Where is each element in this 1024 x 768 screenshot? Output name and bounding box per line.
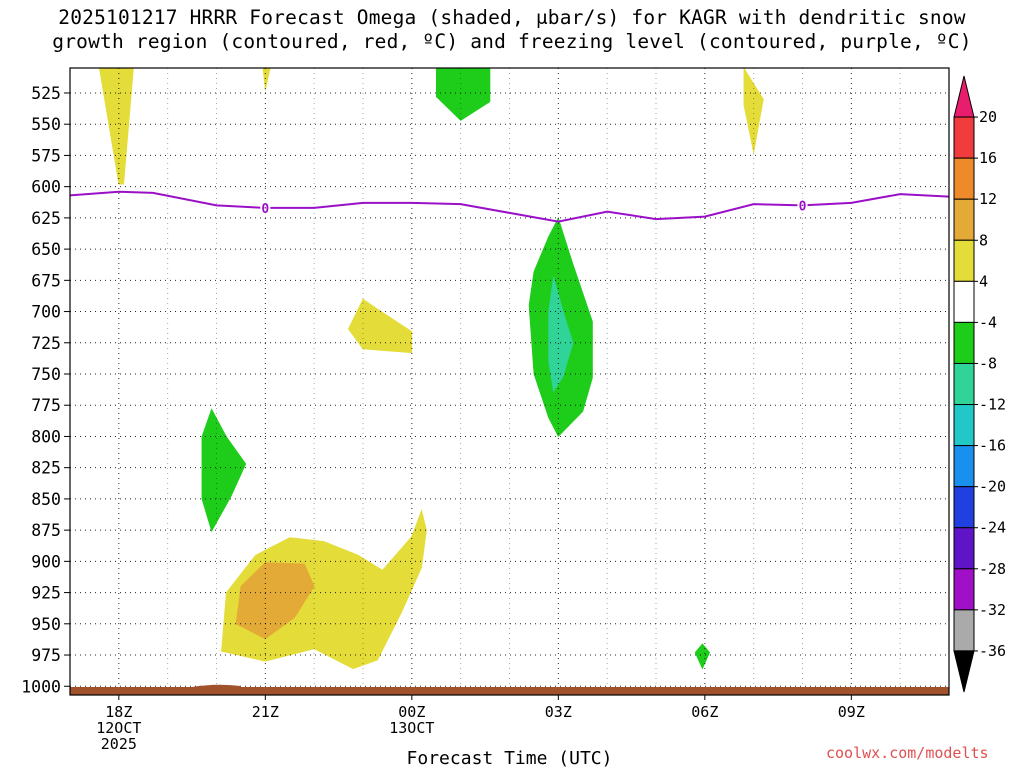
legend-swatch-4 (953, 239, 975, 282)
legend-tick-label-1: 16 (979, 149, 997, 167)
legend-tick-label-0: 20 (979, 108, 997, 126)
y-tick-label-600: 600 (31, 178, 61, 197)
x-tick-label-3-0: 21Z (252, 703, 279, 721)
legend-tick-label-11: -28 (979, 560, 1006, 578)
x-tick-label-12-0: 06Z (691, 703, 718, 721)
x-tick-label-9-0: 03Z (545, 703, 572, 721)
legend-swatch-8 (953, 404, 975, 447)
y-tick-label-525: 525 (31, 84, 61, 103)
legend-swatch-0 (953, 75, 975, 118)
y-tick-label-775: 775 (31, 396, 61, 415)
y-tick-label-575: 575 (31, 146, 61, 165)
y-tick-label-700: 700 (31, 303, 61, 322)
omega-region-7 (201, 408, 247, 533)
chart-title-line-1: 2025101217 HRRR Forecast Omega (shaded, … (58, 6, 966, 29)
y-tick-label-950: 950 (31, 615, 61, 634)
omega-region-6 (347, 298, 413, 354)
legend-tick-label-10: -24 (979, 519, 1006, 537)
y-tick-label-925: 925 (31, 584, 61, 603)
y-tick-label-900: 900 (31, 552, 61, 571)
terrain-bump (192, 684, 241, 688)
x-tick-label-6-0: 00Z (398, 703, 425, 721)
legend-tick-label-4: 4 (979, 272, 988, 290)
y-tick-label-725: 725 (31, 334, 61, 353)
legend-swatch-13 (953, 609, 975, 652)
y-tick-label-675: 675 (31, 271, 61, 290)
legend-swatch-3 (953, 198, 975, 241)
legend-swatch-7 (953, 362, 975, 406)
terrain-strip (70, 687, 949, 695)
plot-frame (69, 67, 950, 696)
legend-swatch-12 (953, 568, 975, 611)
y-tick-label-550: 550 (31, 115, 61, 134)
legend-swatch-1 (953, 116, 975, 159)
y-tick-label-1000: 1000 (21, 677, 61, 696)
legend-swatch-5 (953, 280, 975, 323)
x-tick-label-0-2: 2025 (101, 735, 137, 753)
y-tick-label-825: 825 (31, 459, 61, 478)
x-tick-label-0-1: 12OCT (96, 719, 141, 737)
plot-area (70, 68, 949, 695)
x-tick-label-15-0: 09Z (838, 703, 865, 721)
legend-tick-label-6: -8 (979, 354, 997, 372)
omega-region-10 (694, 643, 711, 670)
freezing-level-label-0: 0 (261, 202, 269, 217)
legend-swatch-10 (953, 486, 975, 529)
freezing-label-bg-0 (260, 200, 271, 214)
legend-tick-label-2: 12 (979, 190, 997, 208)
y-tick-label-850: 850 (31, 490, 61, 509)
legend-swatch-6 (953, 321, 975, 364)
chart-title-line-2: growth region (contoured, red, ºC) and f… (52, 30, 972, 53)
freezing-label-bg-1 (797, 198, 808, 212)
legend-tick-label-13: -36 (979, 642, 1006, 660)
y-tick-label-650: 650 (31, 240, 61, 259)
legend-tick-label-3: 8 (979, 231, 988, 249)
y-tick-label-625: 625 (31, 209, 61, 228)
legend-swatch-2 (953, 157, 975, 200)
x-tick-label-0-0: 18Z (105, 703, 132, 721)
y-tick-label-750: 750 (31, 365, 61, 384)
legend-swatch-14 (953, 650, 975, 693)
legend-swatch-9 (953, 445, 975, 488)
credit-text: coolwx.com/modelts (826, 744, 989, 762)
legend-tick-label-8: -16 (979, 437, 1006, 455)
freezing-level-label-1: 0 (799, 199, 807, 214)
x-axis-label: Forecast Time (UTC) (407, 748, 613, 768)
legend-tick-label-7: -12 (979, 396, 1006, 414)
legend-tick-label-5: -4 (979, 313, 997, 331)
x-tick-label-6-1: 13OCT (389, 719, 434, 737)
legend-tick-label-9: -20 (979, 478, 1006, 496)
chart-title: 2025101217 HRRR Forecast Omega (shaded, … (0, 6, 1024, 54)
y-tick-label-975: 975 (31, 646, 61, 665)
y-tick-label-800: 800 (31, 427, 61, 446)
omega-region-2 (743, 66, 764, 153)
legend-swatch-11 (953, 527, 975, 570)
legend-tick-label-12: -32 (979, 601, 1006, 619)
y-tick-label-875: 875 (31, 521, 61, 540)
